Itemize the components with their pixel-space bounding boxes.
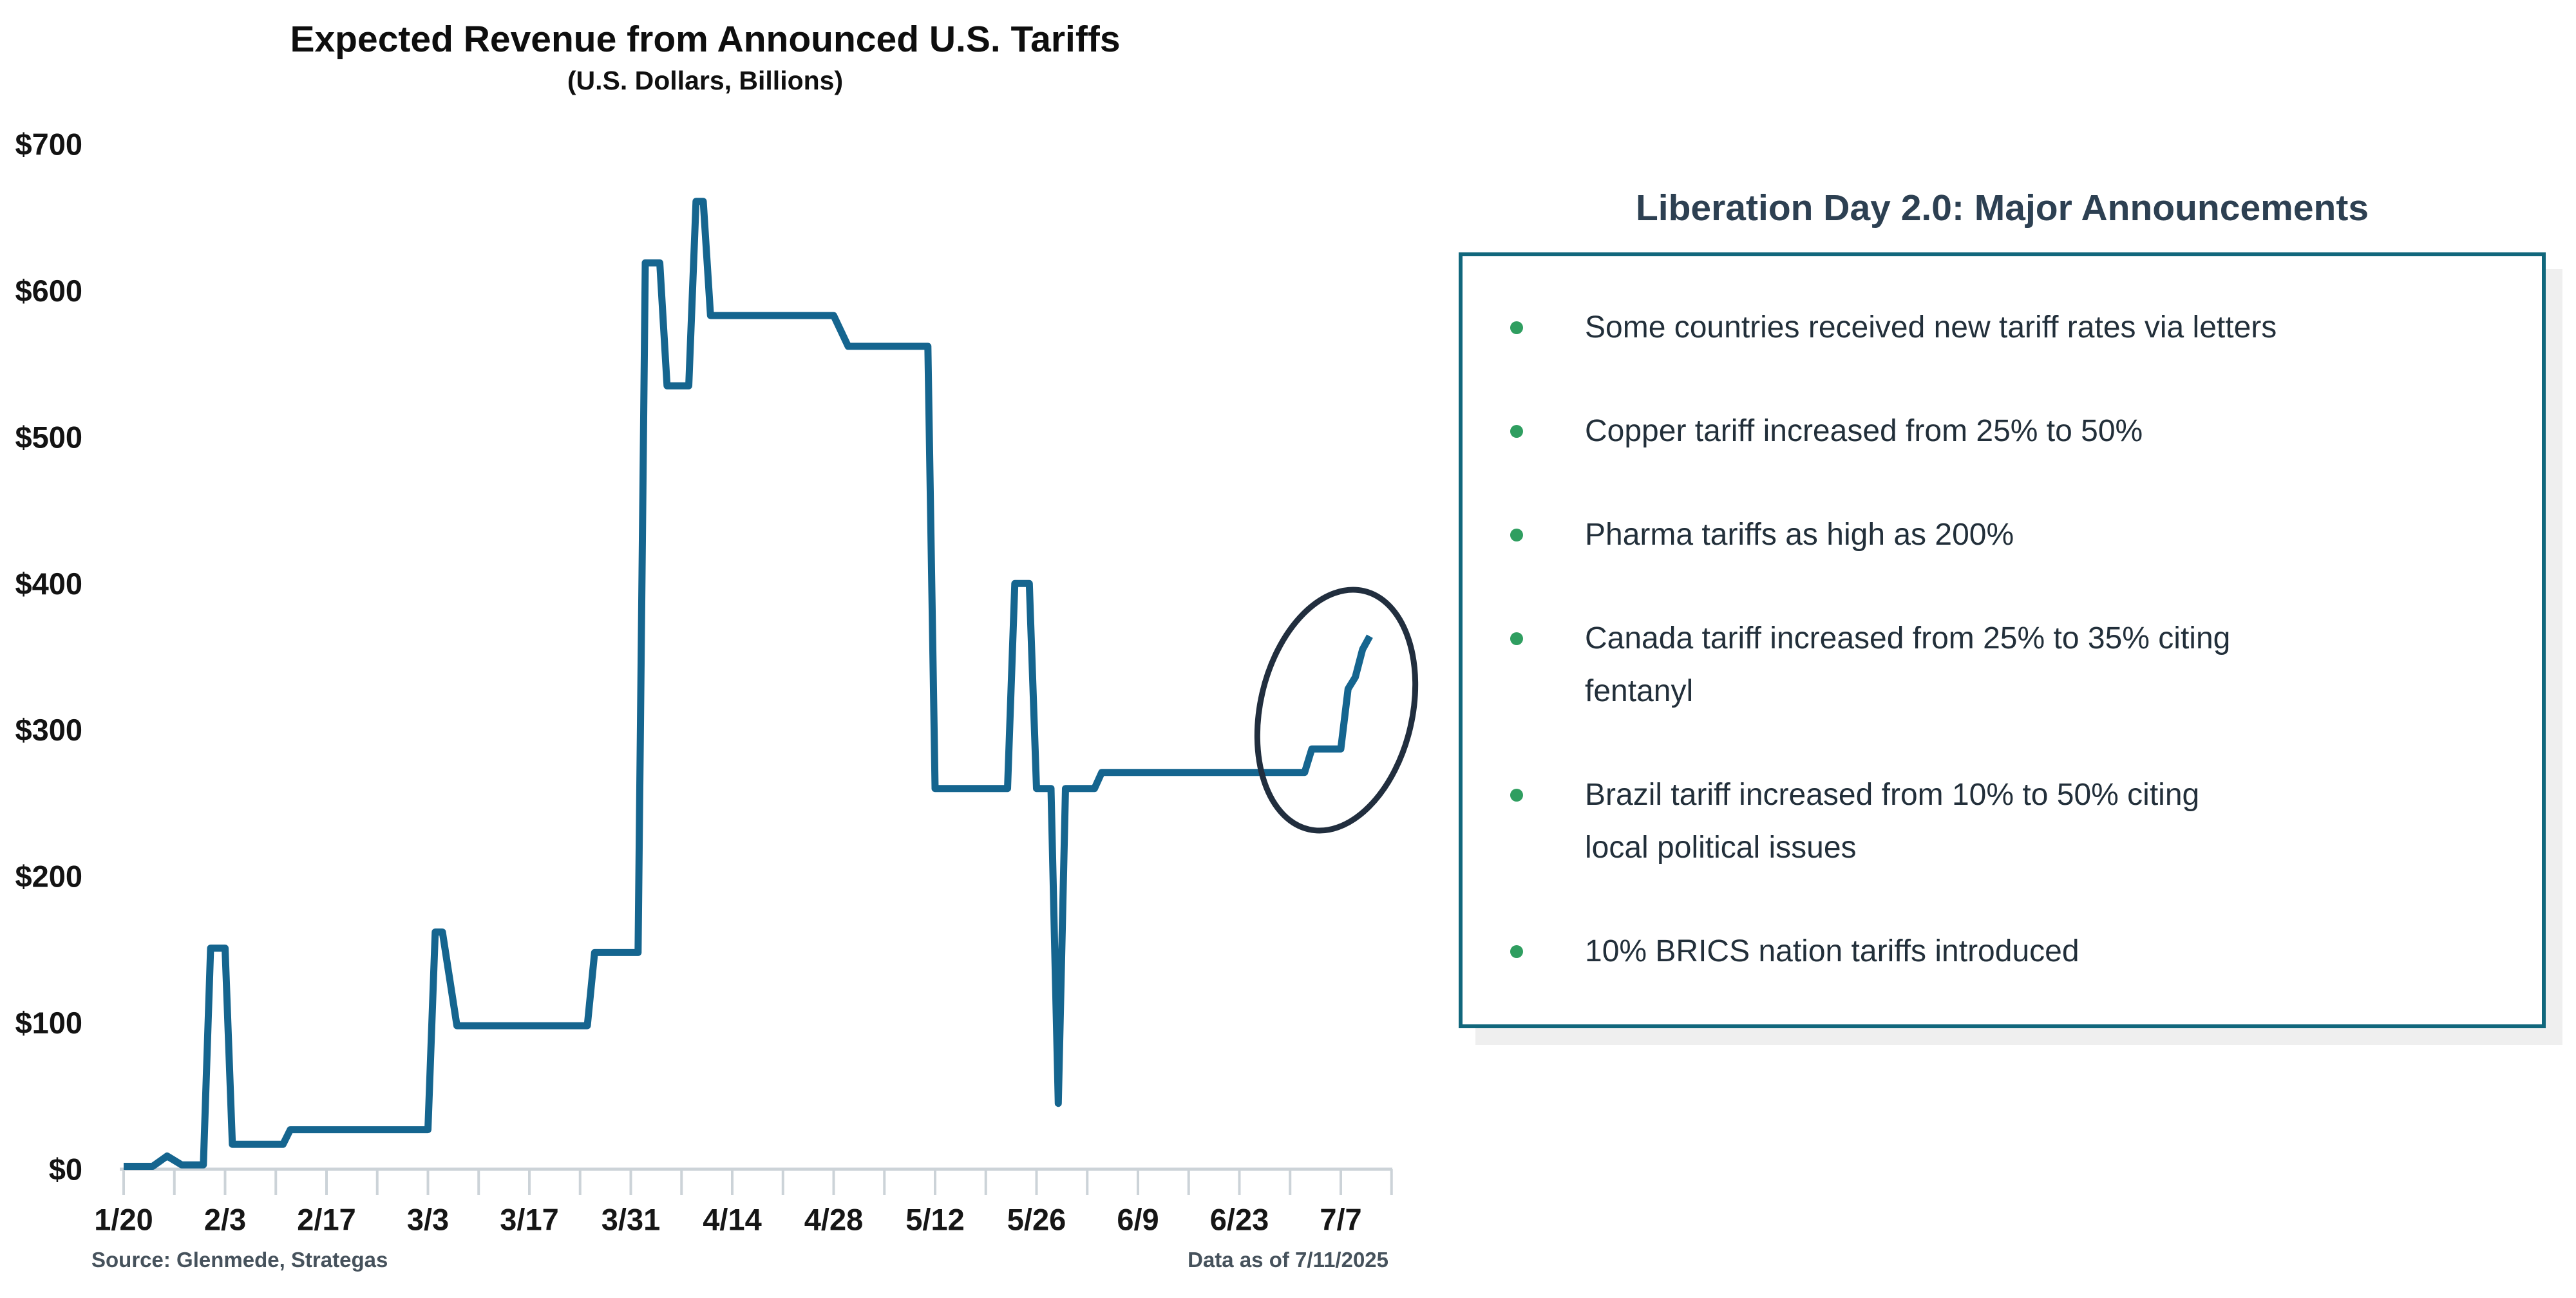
list-item: Canada tariff increased from 25% to 35% … — [1463, 612, 2471, 718]
annotation-ellipse — [1254, 587, 1419, 834]
y-axis-label: $700 — [15, 127, 82, 162]
announcements-panel: Some countries received new tariff rates… — [1459, 252, 2546, 1028]
x-axis-label: 7/7 — [1320, 1202, 1361, 1236]
x-axis-label: 4/14 — [703, 1202, 761, 1236]
x-axis-label: 3/17 — [500, 1202, 558, 1236]
list-item: Pharma tariffs as high as 200% — [1463, 509, 2471, 561]
x-axis-labels: 1/20 2/3 2/17 3/3 3/17 3/31 4/14 4/28 5/12 5/26 6/… — [94, 1202, 1361, 1236]
x-axis-label: 1/20 — [94, 1202, 153, 1236]
bullet-dot — [1510, 425, 1523, 438]
y-axis-label: $600 — [15, 274, 82, 308]
source-note: Source: Glenmede, Strategas — [91, 1248, 388, 1272]
panel-title: Liberation Day 2.0: Major Announcements — [1635, 187, 2369, 229]
announcement-text: 10% BRICS nation tariffs introduced — [1585, 934, 2079, 968]
x-axis-label: 5/26 — [1007, 1202, 1066, 1236]
list-item: Copper tariff increased from 25% to 50% — [1463, 405, 2471, 458]
x-axis-ticks — [122, 1169, 1393, 1195]
tariff-revenue-line-chart: $700 $600 $500 $400 $300 $200 $100 $0 1/20 2/3 2/… — [15, 127, 1419, 1236]
x-axis-label: 2/17 — [297, 1202, 355, 1236]
x-axis-label: 5/12 — [905, 1202, 964, 1236]
bullet-dot — [1510, 529, 1523, 541]
announcement-text: Canada tariff increased from 25% to 35% … — [1585, 621, 2231, 708]
y-axis-label: $300 — [15, 713, 82, 747]
list-item: Some countries received new tariff rates… — [1463, 301, 2471, 354]
y-axis-label: $500 — [15, 420, 82, 454]
list-item: 10% BRICS nation tariffs introduced — [1463, 925, 2471, 978]
y-axis-label: $200 — [15, 860, 82, 894]
bullet-dot — [1510, 321, 1523, 334]
announcements-list: Some countries received new tariff rates… — [1463, 256, 2542, 978]
y-axis-labels: $700 $600 $500 $400 $300 $200 $100 $0 — [15, 127, 82, 1187]
bullet-dot — [1510, 632, 1523, 645]
announcement-text: Pharma tariffs as high as 200% — [1585, 518, 2014, 552]
x-axis-label: 4/28 — [804, 1202, 863, 1236]
chart-subtitle: (U.S. Dollars, Billions) — [567, 66, 844, 95]
list-item: Brazil tariff increased from 10% to 50% … — [1463, 769, 2471, 874]
revenue-line-series — [124, 198, 1373, 1170]
x-axis-label: 6/23 — [1210, 1202, 1269, 1236]
y-axis-label: $0 — [49, 1152, 82, 1187]
bullet-dot — [1510, 789, 1523, 802]
x-axis-label: 2/3 — [204, 1202, 246, 1236]
announcement-text: Copper tariff increased from 25% to 50% — [1585, 414, 2143, 448]
x-axis-label: 3/3 — [407, 1202, 449, 1236]
announcement-text: Brazil tariff increased from 10% to 50% … — [1585, 778, 2200, 865]
data-as-of-note: Data as of 7/11/2025 — [1188, 1248, 1388, 1272]
bullet-dot — [1510, 945, 1523, 958]
chart-title: Expected Revenue from Announced U.S. Tar… — [290, 19, 1121, 60]
x-axis-label: 6/9 — [1117, 1202, 1159, 1236]
x-axis-label: 3/31 — [601, 1202, 660, 1236]
y-axis-label: $100 — [15, 1006, 82, 1040]
y-axis-label: $400 — [15, 567, 82, 601]
announcement-text: Some countries received new tariff rates… — [1585, 310, 2277, 344]
